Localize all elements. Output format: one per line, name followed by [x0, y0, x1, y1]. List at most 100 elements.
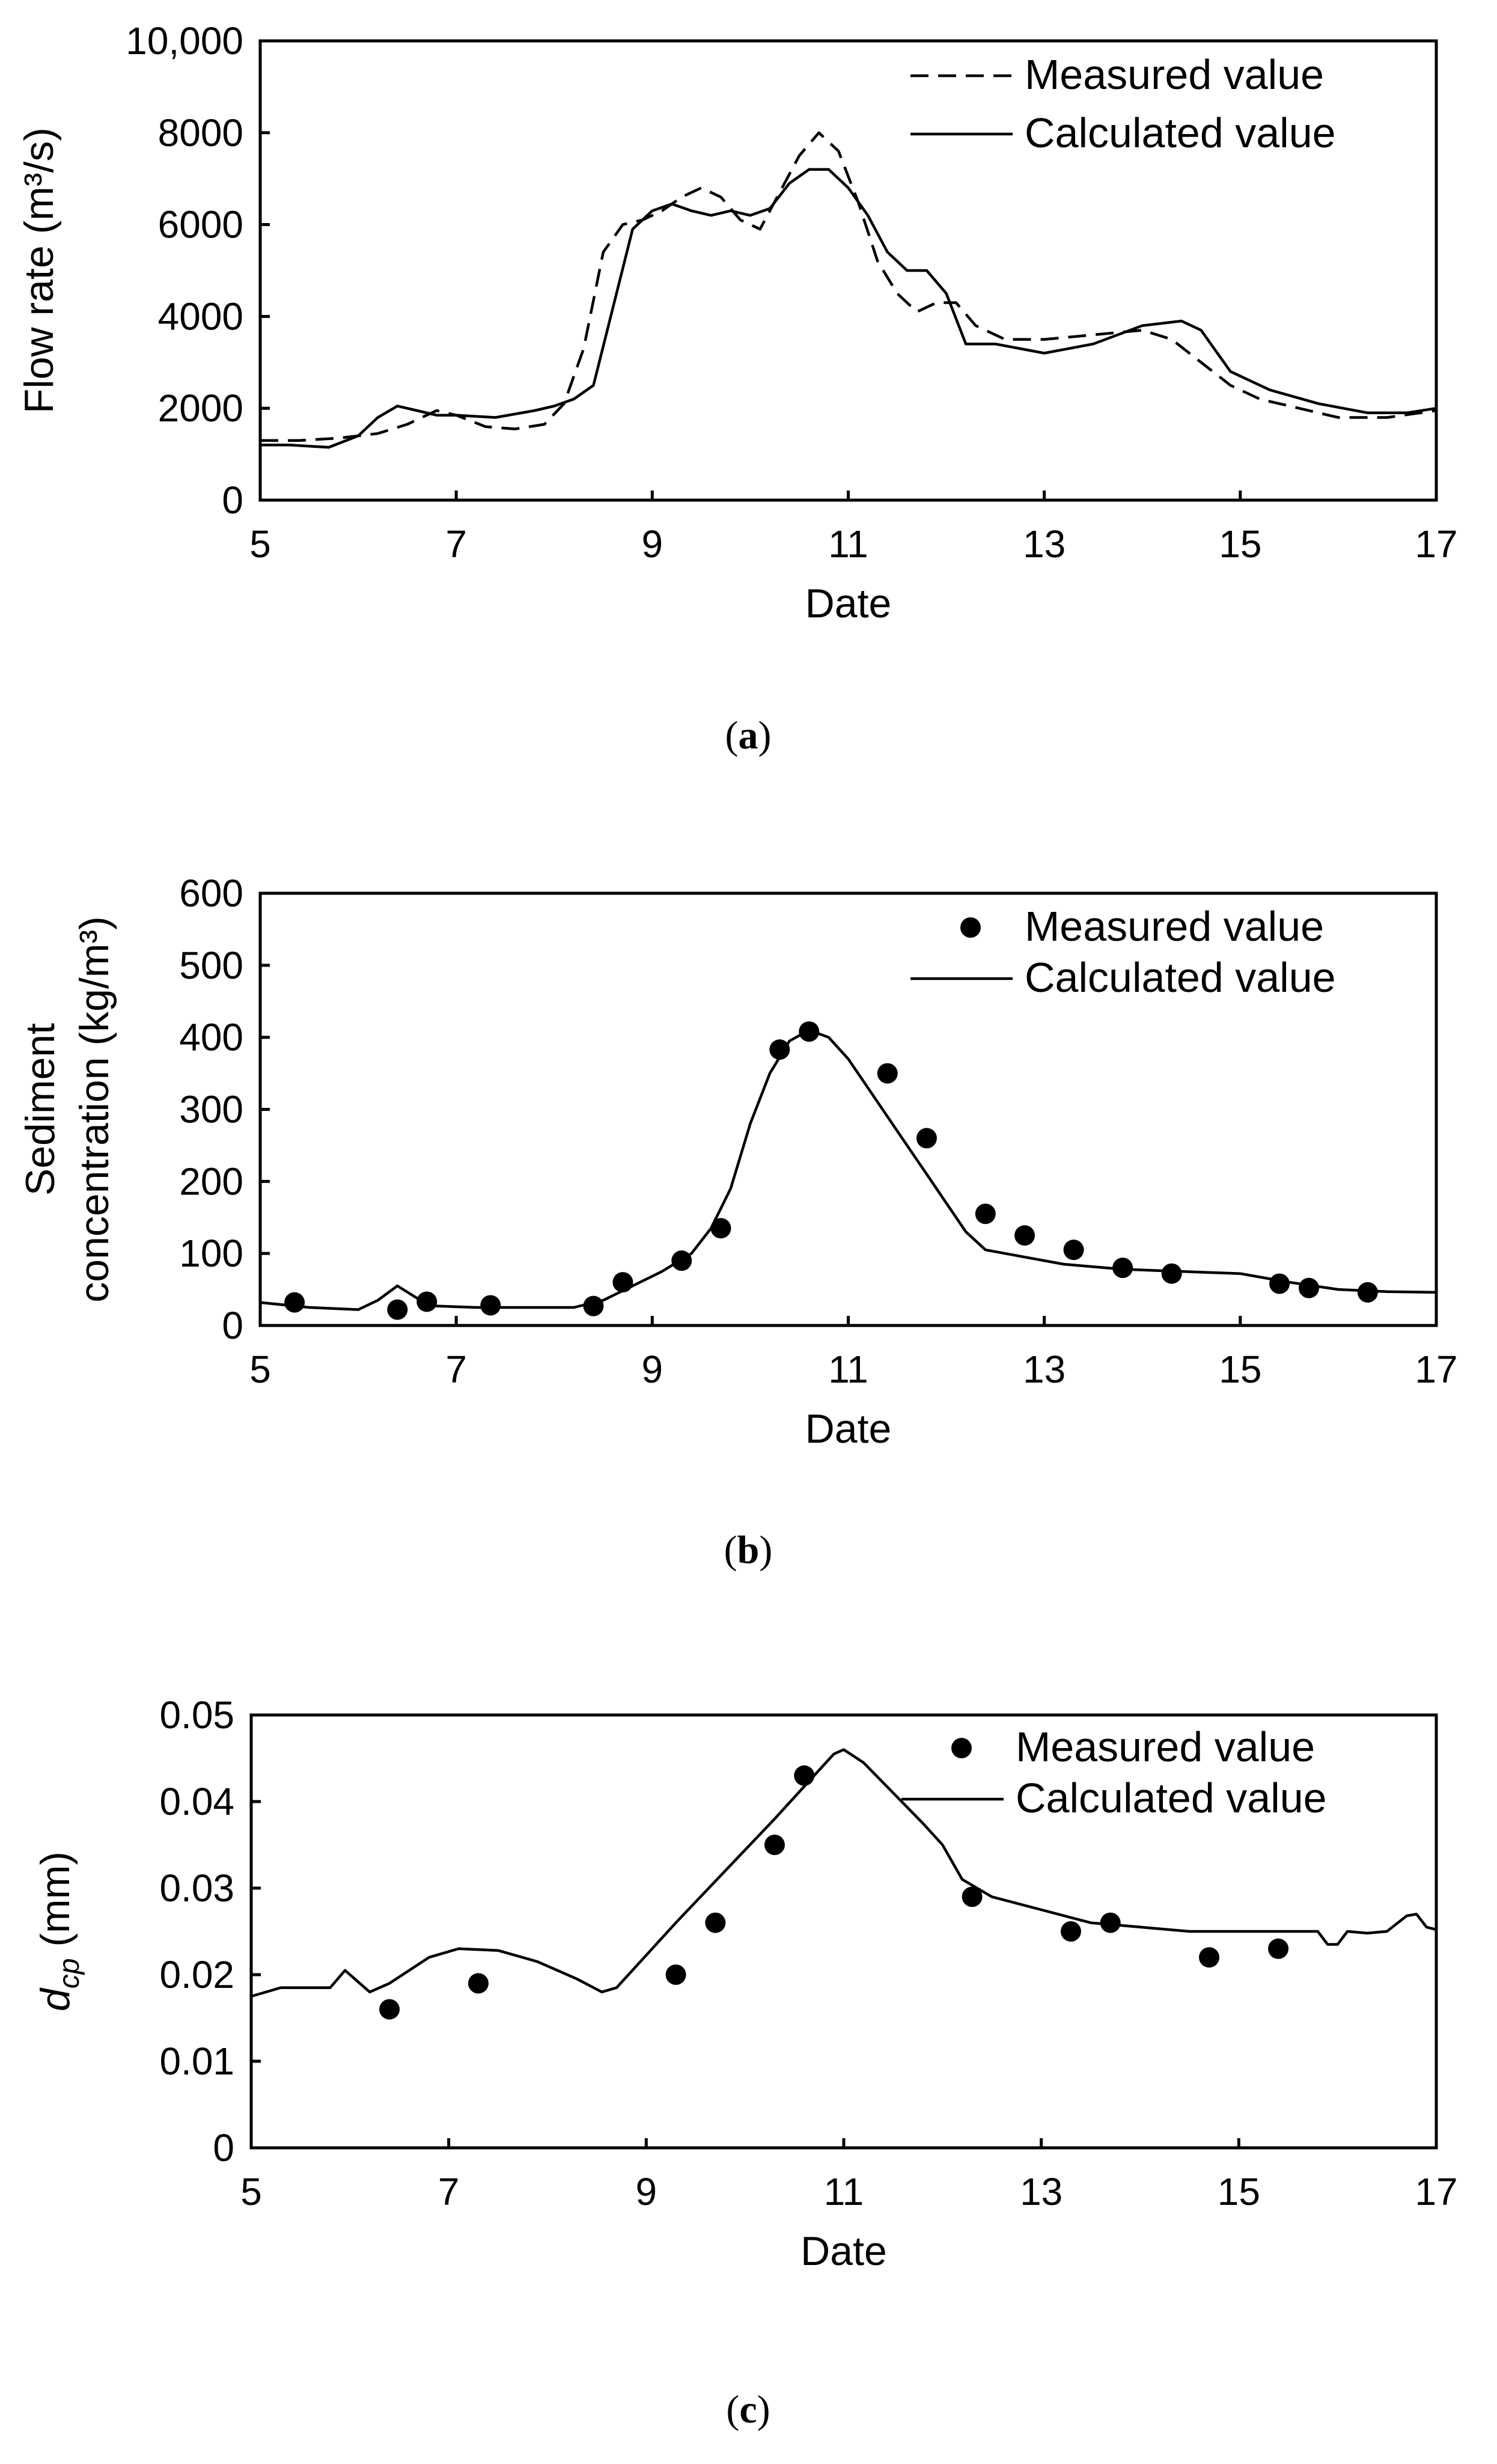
- measured-point: [665, 1964, 686, 1985]
- x-axis-label: Date: [805, 581, 892, 626]
- x-tick-label: 5: [249, 1348, 271, 1391]
- y-tick-label: 0.05: [159, 1693, 234, 1737]
- caption-close-paren: ): [759, 1528, 772, 1572]
- y-tick-label: 400: [179, 1016, 243, 1059]
- y-axis-label: Flow rate (m³/s): [16, 127, 62, 414]
- measured-point: [1063, 1240, 1084, 1261]
- measured-point: [764, 1835, 785, 1855]
- caption-letter: c: [739, 2388, 757, 2432]
- y-axis-label-line1: Sediment: [17, 1023, 63, 1196]
- x-tick-label: 11: [828, 522, 868, 566]
- measured-point: [1357, 1282, 1378, 1303]
- x-axis-label: Date: [805, 1406, 892, 1452]
- measured-point: [1014, 1225, 1035, 1246]
- x-tick-label: 5: [240, 2170, 262, 2213]
- x-axis-label: Date: [800, 2228, 887, 2274]
- y-tick-label: 0.04: [159, 1780, 234, 1823]
- x-tick-label: 7: [438, 2170, 460, 2213]
- y-tick-label: 6000: [158, 203, 243, 246]
- y-axis-label-unit: (mm): [32, 1851, 78, 1958]
- y-tick-label: 0: [213, 2126, 234, 2169]
- measured-point: [962, 1886, 983, 1907]
- measured-point: [705, 1912, 726, 1933]
- y-axis-label-symbol: d: [32, 1987, 78, 2011]
- y-axis-label-line2: concentration (kg/m³): [72, 916, 117, 1302]
- y-tick-label: 200: [179, 1160, 243, 1203]
- measured-point: [916, 1128, 937, 1149]
- x-tick-label: 9: [636, 2170, 657, 2213]
- panel-caption: (b): [724, 1528, 773, 1572]
- x-tick-label: 11: [828, 1348, 868, 1391]
- y-tick-label: 100: [179, 1232, 243, 1275]
- x-tick-label: 7: [445, 522, 467, 566]
- caption-letter: b: [737, 1528, 760, 1572]
- legend-label: Measured value: [1025, 51, 1324, 98]
- x-tick-label: 15: [1218, 2170, 1260, 2213]
- measured-point: [583, 1295, 604, 1316]
- x-tick-label: 17: [1415, 1348, 1457, 1391]
- measured-point: [975, 1203, 996, 1224]
- chart-c: 5 7 9 11 13 15 17 0 0.01 0.02 0.03 0.04 0.05 Date dcp …: [32, 1693, 1458, 2432]
- legend-label: Calculated value: [1016, 1775, 1327, 1821]
- x-tick-label: 7: [445, 1348, 467, 1391]
- y-tick-label: 0.01: [159, 2040, 234, 2083]
- x-tick-label: 13: [1023, 522, 1066, 566]
- y-tick-label: 500: [179, 944, 243, 987]
- caption-letter: a: [739, 714, 758, 757]
- caption-close-paren: ): [758, 714, 772, 757]
- measured-point: [480, 1295, 501, 1316]
- y-axis-label-subscript: cp: [53, 1958, 85, 1989]
- chart-a: 5 7 9 11 13 15 17 0 2000 4000 6000 8000 10,000 Date Fl…: [16, 19, 1458, 757]
- y-tick-label: 2000: [158, 387, 243, 430]
- x-tick-label: 9: [642, 1348, 663, 1391]
- y-axis-label: dcp (mm): [32, 1851, 85, 2011]
- x-tick-label: 13: [1023, 1348, 1066, 1391]
- caption-open-paren: (: [724, 1528, 737, 1572]
- y-tick-label: 8000: [158, 111, 243, 154]
- x-tick-label: 5: [249, 522, 271, 566]
- y-tick-label: 0: [222, 1304, 243, 1347]
- x-tick-label: 9: [642, 522, 663, 566]
- legend-label: Calculated value: [1025, 954, 1336, 1001]
- caption-close-paren: ): [757, 2388, 770, 2432]
- x-tick-label: 13: [1020, 2170, 1063, 2213]
- calculated-line: [251, 1748, 1437, 1998]
- panel-caption: (a): [725, 714, 772, 757]
- measured-point: [1100, 1912, 1121, 1933]
- measured-point: [1112, 1258, 1133, 1279]
- y-tick-label: 300: [179, 1088, 243, 1131]
- measured-point: [710, 1218, 731, 1239]
- measured-line: [260, 131, 1437, 442]
- measured-point: [794, 1765, 815, 1786]
- legend-label: Measured value: [1025, 903, 1324, 950]
- x-tick-label: 17: [1415, 522, 1457, 566]
- y-tick-label: 10,000: [126, 19, 243, 63]
- x-tick-label: 15: [1219, 522, 1261, 566]
- measured-point: [1269, 1273, 1290, 1294]
- measured-point: [1161, 1263, 1182, 1284]
- measured-point: [387, 1299, 408, 1320]
- panel-caption: (c): [726, 2388, 770, 2432]
- legend-marker-measured: [951, 1738, 972, 1758]
- measured-point: [284, 1292, 305, 1313]
- y-tick-label: 4000: [158, 295, 243, 338]
- x-tick-label: 15: [1219, 1348, 1261, 1391]
- x-tick-label: 17: [1415, 2170, 1457, 2213]
- calculated-line: [260, 1029, 1437, 1311]
- legend-marker-measured: [960, 917, 981, 938]
- measured-point: [1268, 1938, 1289, 1959]
- y-tick-label: 600: [179, 872, 243, 915]
- measured-point: [877, 1063, 898, 1084]
- chart-b: 5 7 9 11 13 15 17 0 100 200 300 400 500 600 Date Sedime…: [17, 872, 1458, 1572]
- x-tick-label: 11: [824, 2170, 864, 2213]
- legend-label: Measured value: [1016, 1723, 1315, 1770]
- measured-point: [769, 1039, 790, 1060]
- caption-open-paren: (: [726, 2388, 739, 2432]
- calculated-line: [260, 168, 1437, 449]
- measured-point: [1298, 1277, 1319, 1298]
- caption-open-paren: (: [725, 714, 739, 757]
- legend-label: Calculated value: [1025, 109, 1336, 156]
- measured-point: [468, 1973, 489, 1994]
- measured-point: [1199, 1947, 1220, 1968]
